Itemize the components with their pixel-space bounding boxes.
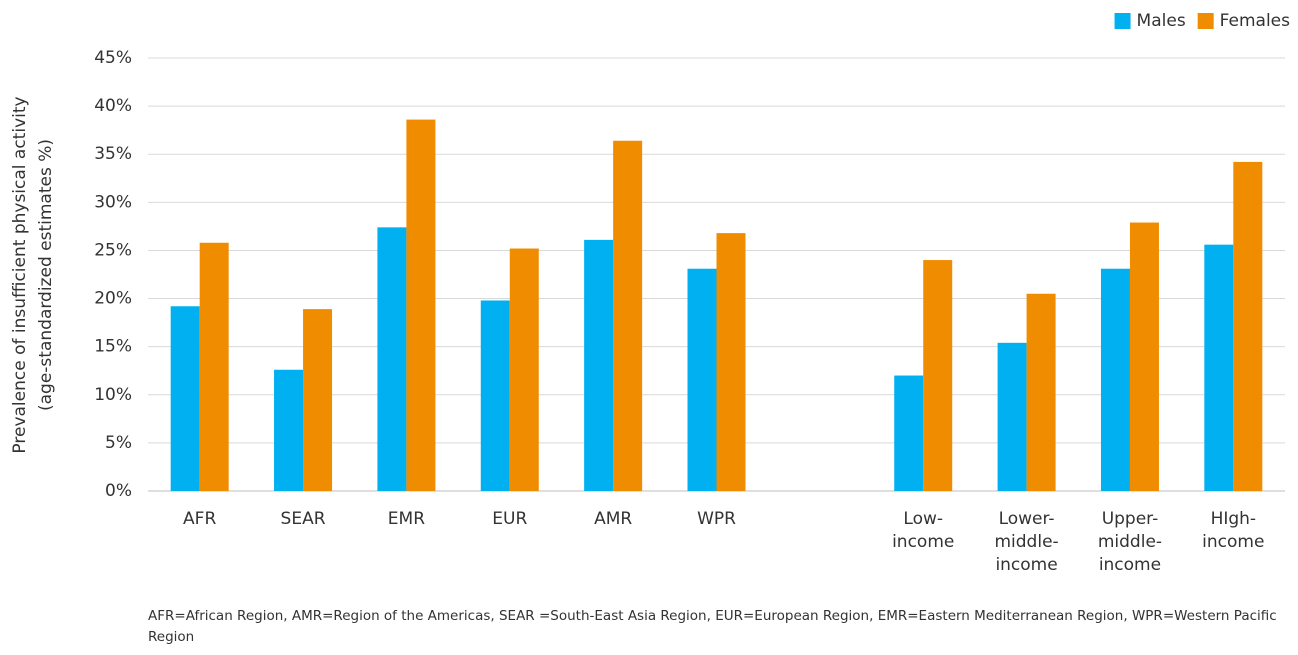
y-tick-label: 45% <box>94 48 132 68</box>
x-tick-label: Low- income <box>892 509 955 552</box>
y-tick-label: 25% <box>94 240 132 260</box>
bar <box>199 242 229 491</box>
y-tick-label: 5% <box>105 433 132 453</box>
y-tick-label: 35% <box>94 144 132 164</box>
bar <box>923 260 953 491</box>
bar <box>1100 268 1130 491</box>
bar <box>1129 222 1159 492</box>
bar <box>170 306 200 491</box>
bar <box>406 119 436 492</box>
legend-swatch <box>1197 13 1214 29</box>
x-tick-label: AMR <box>594 509 633 529</box>
y-tick-label: 0% <box>105 481 132 501</box>
x-tick-label: WPR <box>697 509 736 529</box>
bar <box>1204 244 1234 491</box>
bar <box>377 227 407 491</box>
x-tick-label: Lower- middle- income <box>994 509 1059 575</box>
footnote: AFR=African Region, AMR=Region of the Am… <box>148 608 1277 645</box>
y-axis-label: Prevalence of insufficient physical acti… <box>10 96 30 453</box>
x-tick-label: EUR <box>492 509 528 529</box>
bar <box>613 140 643 492</box>
y-axis-label: (age-standardized estimates %) <box>36 139 56 411</box>
x-tick-label: Upper- middle- income <box>1097 509 1163 575</box>
bar <box>274 369 304 491</box>
bar <box>480 300 510 491</box>
y-tick-label: 20% <box>94 289 132 309</box>
y-tick-label: 10% <box>94 385 132 405</box>
bar <box>894 375 924 491</box>
bar <box>1026 293 1056 491</box>
y-tick-label: 15% <box>94 337 132 357</box>
legend-swatch <box>1114 13 1131 29</box>
y-tick-label: 40% <box>94 96 132 116</box>
bar <box>997 342 1027 491</box>
bar <box>687 268 717 491</box>
x-tick-label: AFR <box>183 509 217 529</box>
bar <box>584 239 614 491</box>
y-tick-label: 30% <box>94 192 132 212</box>
x-tick-label: EMR <box>387 509 426 529</box>
bar <box>303 309 333 491</box>
bar <box>716 233 746 491</box>
bar <box>1233 161 1263 492</box>
legend-label: Females <box>1220 11 1290 31</box>
bar <box>509 248 539 491</box>
x-tick-label: HIgh- income <box>1202 509 1265 552</box>
x-tick-label: SEAR <box>280 509 326 529</box>
legend-label: Males <box>1137 11 1186 31</box>
